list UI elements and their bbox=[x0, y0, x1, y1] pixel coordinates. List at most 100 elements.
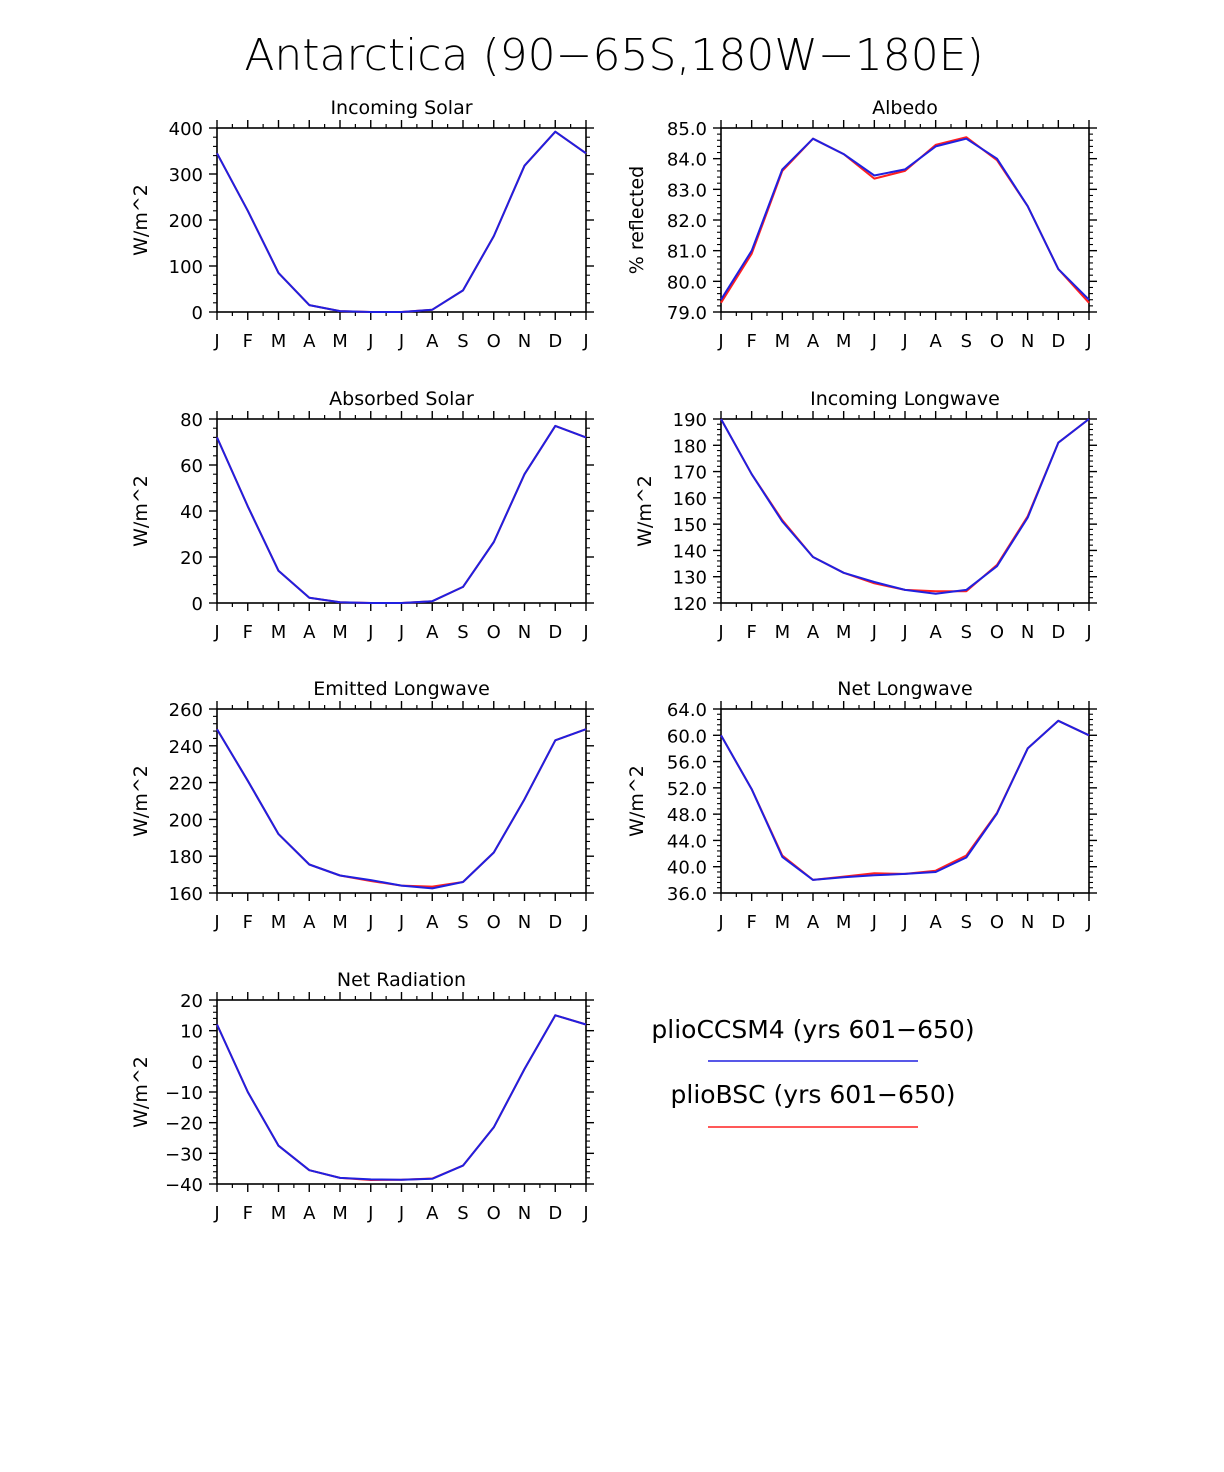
x-tick-label: S bbox=[457, 1203, 468, 1224]
x-tick-label: A bbox=[303, 331, 316, 352]
x-tick-label: O bbox=[487, 331, 501, 352]
x-tick-label: J bbox=[717, 912, 723, 933]
x-tick-label: M bbox=[836, 331, 852, 352]
y-tick-label: 20 bbox=[180, 548, 203, 569]
y-tick-label: 220 bbox=[169, 774, 203, 795]
series-line-plioccsm4-yrs-601-650 bbox=[216, 424, 587, 604]
y-tick-label: 140 bbox=[673, 541, 707, 562]
y-axis-label: % reflected bbox=[626, 166, 648, 274]
legend-label-bsc: plioBSC (yrs 601−650) bbox=[671, 1080, 956, 1109]
plot-frame bbox=[720, 708, 1090, 894]
series-line-plioccsm4-yrs-601-650 bbox=[720, 418, 1090, 595]
y-tick-label: 200 bbox=[169, 810, 203, 831]
x-tick-label: M bbox=[332, 912, 348, 933]
x-tick-label: O bbox=[990, 912, 1004, 933]
y-tick-label: 60 bbox=[180, 456, 203, 477]
figure-title: Antarctica (90−65S,180W−180E) bbox=[244, 30, 983, 81]
x-tick-label: M bbox=[836, 912, 852, 933]
series-line-pliobsc-yrs-601-650 bbox=[216, 728, 587, 888]
x-tick-label: M bbox=[775, 912, 791, 933]
x-tick-label: M bbox=[271, 1203, 287, 1224]
y-tick-label: 0 bbox=[192, 303, 203, 324]
x-tick-label: A bbox=[807, 331, 820, 352]
y-tick-label: 40.0 bbox=[667, 858, 707, 879]
x-tick-label: M bbox=[271, 331, 287, 352]
x-tick-label: J bbox=[1085, 331, 1091, 352]
x-tick-label: D bbox=[548, 331, 562, 352]
y-tick-label: 100 bbox=[169, 257, 203, 278]
x-tick-label: D bbox=[548, 622, 562, 643]
x-tick-label: F bbox=[243, 912, 253, 933]
y-tick-label: 120 bbox=[673, 594, 707, 615]
y-tick-label: 260 bbox=[169, 700, 203, 721]
series-line-pliobsc-yrs-601-650 bbox=[216, 1014, 587, 1181]
x-tick-label: S bbox=[457, 331, 468, 352]
x-tick-label: J bbox=[871, 331, 877, 352]
y-tick-label: 82.0 bbox=[667, 211, 707, 232]
x-tick-label: J bbox=[213, 912, 219, 933]
x-tick-label: J bbox=[367, 622, 373, 643]
chart-title: Emitted Longwave bbox=[313, 678, 490, 700]
plot-frame bbox=[216, 127, 587, 313]
x-tick-label: S bbox=[961, 622, 972, 643]
x-tick-label: F bbox=[243, 331, 253, 352]
x-tick-label: M bbox=[775, 622, 791, 643]
x-tick-label: A bbox=[303, 1203, 316, 1224]
chart-title: Incoming Longwave bbox=[810, 388, 1000, 410]
y-tick-label: 40 bbox=[180, 502, 203, 523]
x-tick-label: D bbox=[548, 1203, 562, 1224]
x-tick-label: J bbox=[398, 331, 404, 352]
legend-label-ccsm4: plioCCSM4 (yrs 601−650) bbox=[651, 1015, 974, 1044]
y-tick-label: 83.0 bbox=[667, 180, 707, 201]
x-tick-label: J bbox=[901, 331, 907, 352]
x-tick-label: A bbox=[930, 622, 943, 643]
plot-frame bbox=[216, 708, 587, 894]
y-tick-label: −20 bbox=[165, 1114, 203, 1135]
y-tick-label: −30 bbox=[165, 1144, 203, 1165]
x-tick-label: J bbox=[582, 331, 588, 352]
x-tick-label: J bbox=[901, 622, 907, 643]
x-tick-label: A bbox=[426, 331, 439, 352]
y-tick-label: 79.0 bbox=[667, 303, 707, 324]
y-axis-label: W/m^2 bbox=[130, 184, 152, 256]
x-tick-label: F bbox=[243, 622, 253, 643]
plot-frame bbox=[216, 418, 587, 604]
y-tick-label: 150 bbox=[673, 515, 707, 536]
y-tick-label: 84.0 bbox=[667, 150, 707, 171]
x-tick-label: M bbox=[775, 331, 791, 352]
y-axis-label: W/m^2 bbox=[626, 765, 648, 837]
y-tick-label: 60.0 bbox=[667, 726, 707, 747]
x-tick-label: J bbox=[717, 622, 723, 643]
y-tick-label: 48.0 bbox=[667, 805, 707, 826]
series-line-pliobsc-yrs-601-650 bbox=[720, 719, 1090, 881]
y-tick-label: 36.0 bbox=[667, 884, 707, 905]
x-tick-label: J bbox=[213, 1203, 219, 1224]
y-tick-label: 80.0 bbox=[667, 272, 707, 293]
x-tick-label: J bbox=[398, 912, 404, 933]
x-tick-label: S bbox=[961, 331, 972, 352]
x-tick-label: S bbox=[457, 622, 468, 643]
y-tick-label: 180 bbox=[673, 436, 707, 457]
y-tick-label: 80 bbox=[180, 410, 203, 431]
x-tick-label: A bbox=[303, 622, 316, 643]
series-line-plioccsm4-yrs-601-650 bbox=[720, 137, 1090, 301]
chart-title: Net Radiation bbox=[337, 969, 466, 991]
x-tick-label: O bbox=[487, 912, 501, 933]
x-tick-label: N bbox=[1021, 331, 1034, 352]
x-tick-label: J bbox=[871, 622, 877, 643]
x-tick-label: D bbox=[1051, 331, 1065, 352]
y-tick-label: −10 bbox=[165, 1083, 203, 1104]
x-tick-label: N bbox=[1021, 912, 1034, 933]
y-axis-label: W/m^2 bbox=[130, 475, 152, 547]
legend: plioCCSM4 (yrs 601−650) plioBSC (yrs 601… bbox=[651, 1015, 975, 1128]
y-axis-label: W/m^2 bbox=[130, 1056, 152, 1128]
x-tick-label: J bbox=[213, 331, 219, 352]
series-line-plioccsm4-yrs-601-650 bbox=[216, 130, 587, 313]
x-tick-label: M bbox=[332, 1203, 348, 1224]
